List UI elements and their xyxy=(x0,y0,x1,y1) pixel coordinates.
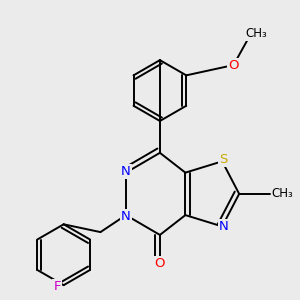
Text: N: N xyxy=(219,220,229,233)
Text: CH₃: CH₃ xyxy=(272,188,293,200)
Text: O: O xyxy=(228,58,239,72)
Text: CH₃: CH₃ xyxy=(245,27,267,40)
Text: F: F xyxy=(53,280,61,293)
Text: S: S xyxy=(219,153,228,167)
Text: N: N xyxy=(121,165,131,178)
Text: O: O xyxy=(155,257,165,270)
Text: N: N xyxy=(121,210,131,223)
